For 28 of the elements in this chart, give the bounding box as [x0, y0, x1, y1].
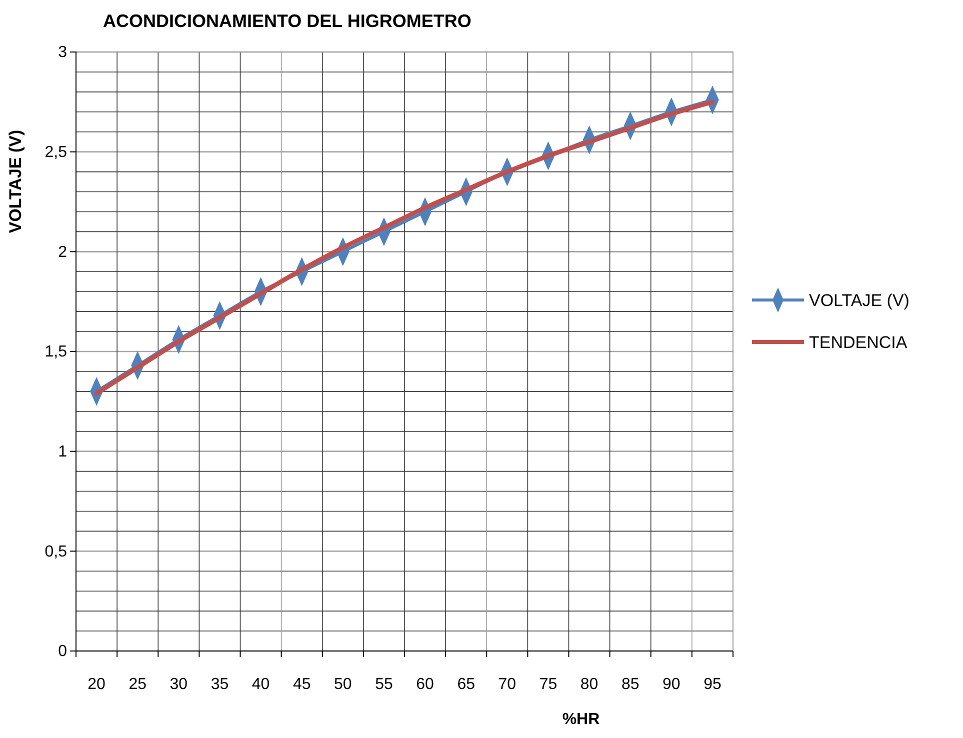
x-tick-label: 80 — [580, 676, 598, 694]
chart-title: ACONDICIONAMIENTO DEL HIGROMETRO — [103, 11, 472, 31]
x-tick-label: 70 — [498, 676, 516, 694]
y-tick-label: 0,5 — [44, 543, 68, 560]
x-tick-label: 50 — [334, 676, 352, 694]
y-tick-label: 2,5 — [44, 144, 68, 161]
x-tick-label: 65 — [457, 676, 476, 694]
x-tick-label: 55 — [375, 676, 393, 694]
x-tick-label: 90 — [662, 676, 680, 694]
x-tick-label: 35 — [210, 676, 229, 694]
x-axis-title: %HR — [562, 711, 600, 728]
x-tick-label: 20 — [88, 676, 106, 694]
legend-label: VOLTAJE (V) — [809, 291, 910, 310]
y-tick-label: 2 — [58, 244, 68, 261]
y-tick-label: 3 — [58, 44, 68, 62]
x-tick-label: 45 — [292, 676, 311, 694]
x-tick-label: 85 — [621, 676, 640, 694]
x-tick-label: 25 — [128, 676, 147, 694]
y-tick-label: 0 — [58, 643, 68, 660]
x-tick-label: 30 — [170, 676, 188, 694]
x-tick-label: 75 — [539, 676, 558, 694]
y-axis-title: VOLTAJE (V) — [6, 130, 25, 234]
legend-label: TENDENCIA — [809, 333, 908, 352]
x-tick-label: 40 — [252, 676, 270, 694]
x-tick-label: 95 — [704, 676, 722, 694]
y-tick-label: 1,5 — [44, 344, 68, 361]
x-tick-label: 60 — [416, 676, 434, 694]
y-tick-label: 1 — [58, 443, 68, 460]
